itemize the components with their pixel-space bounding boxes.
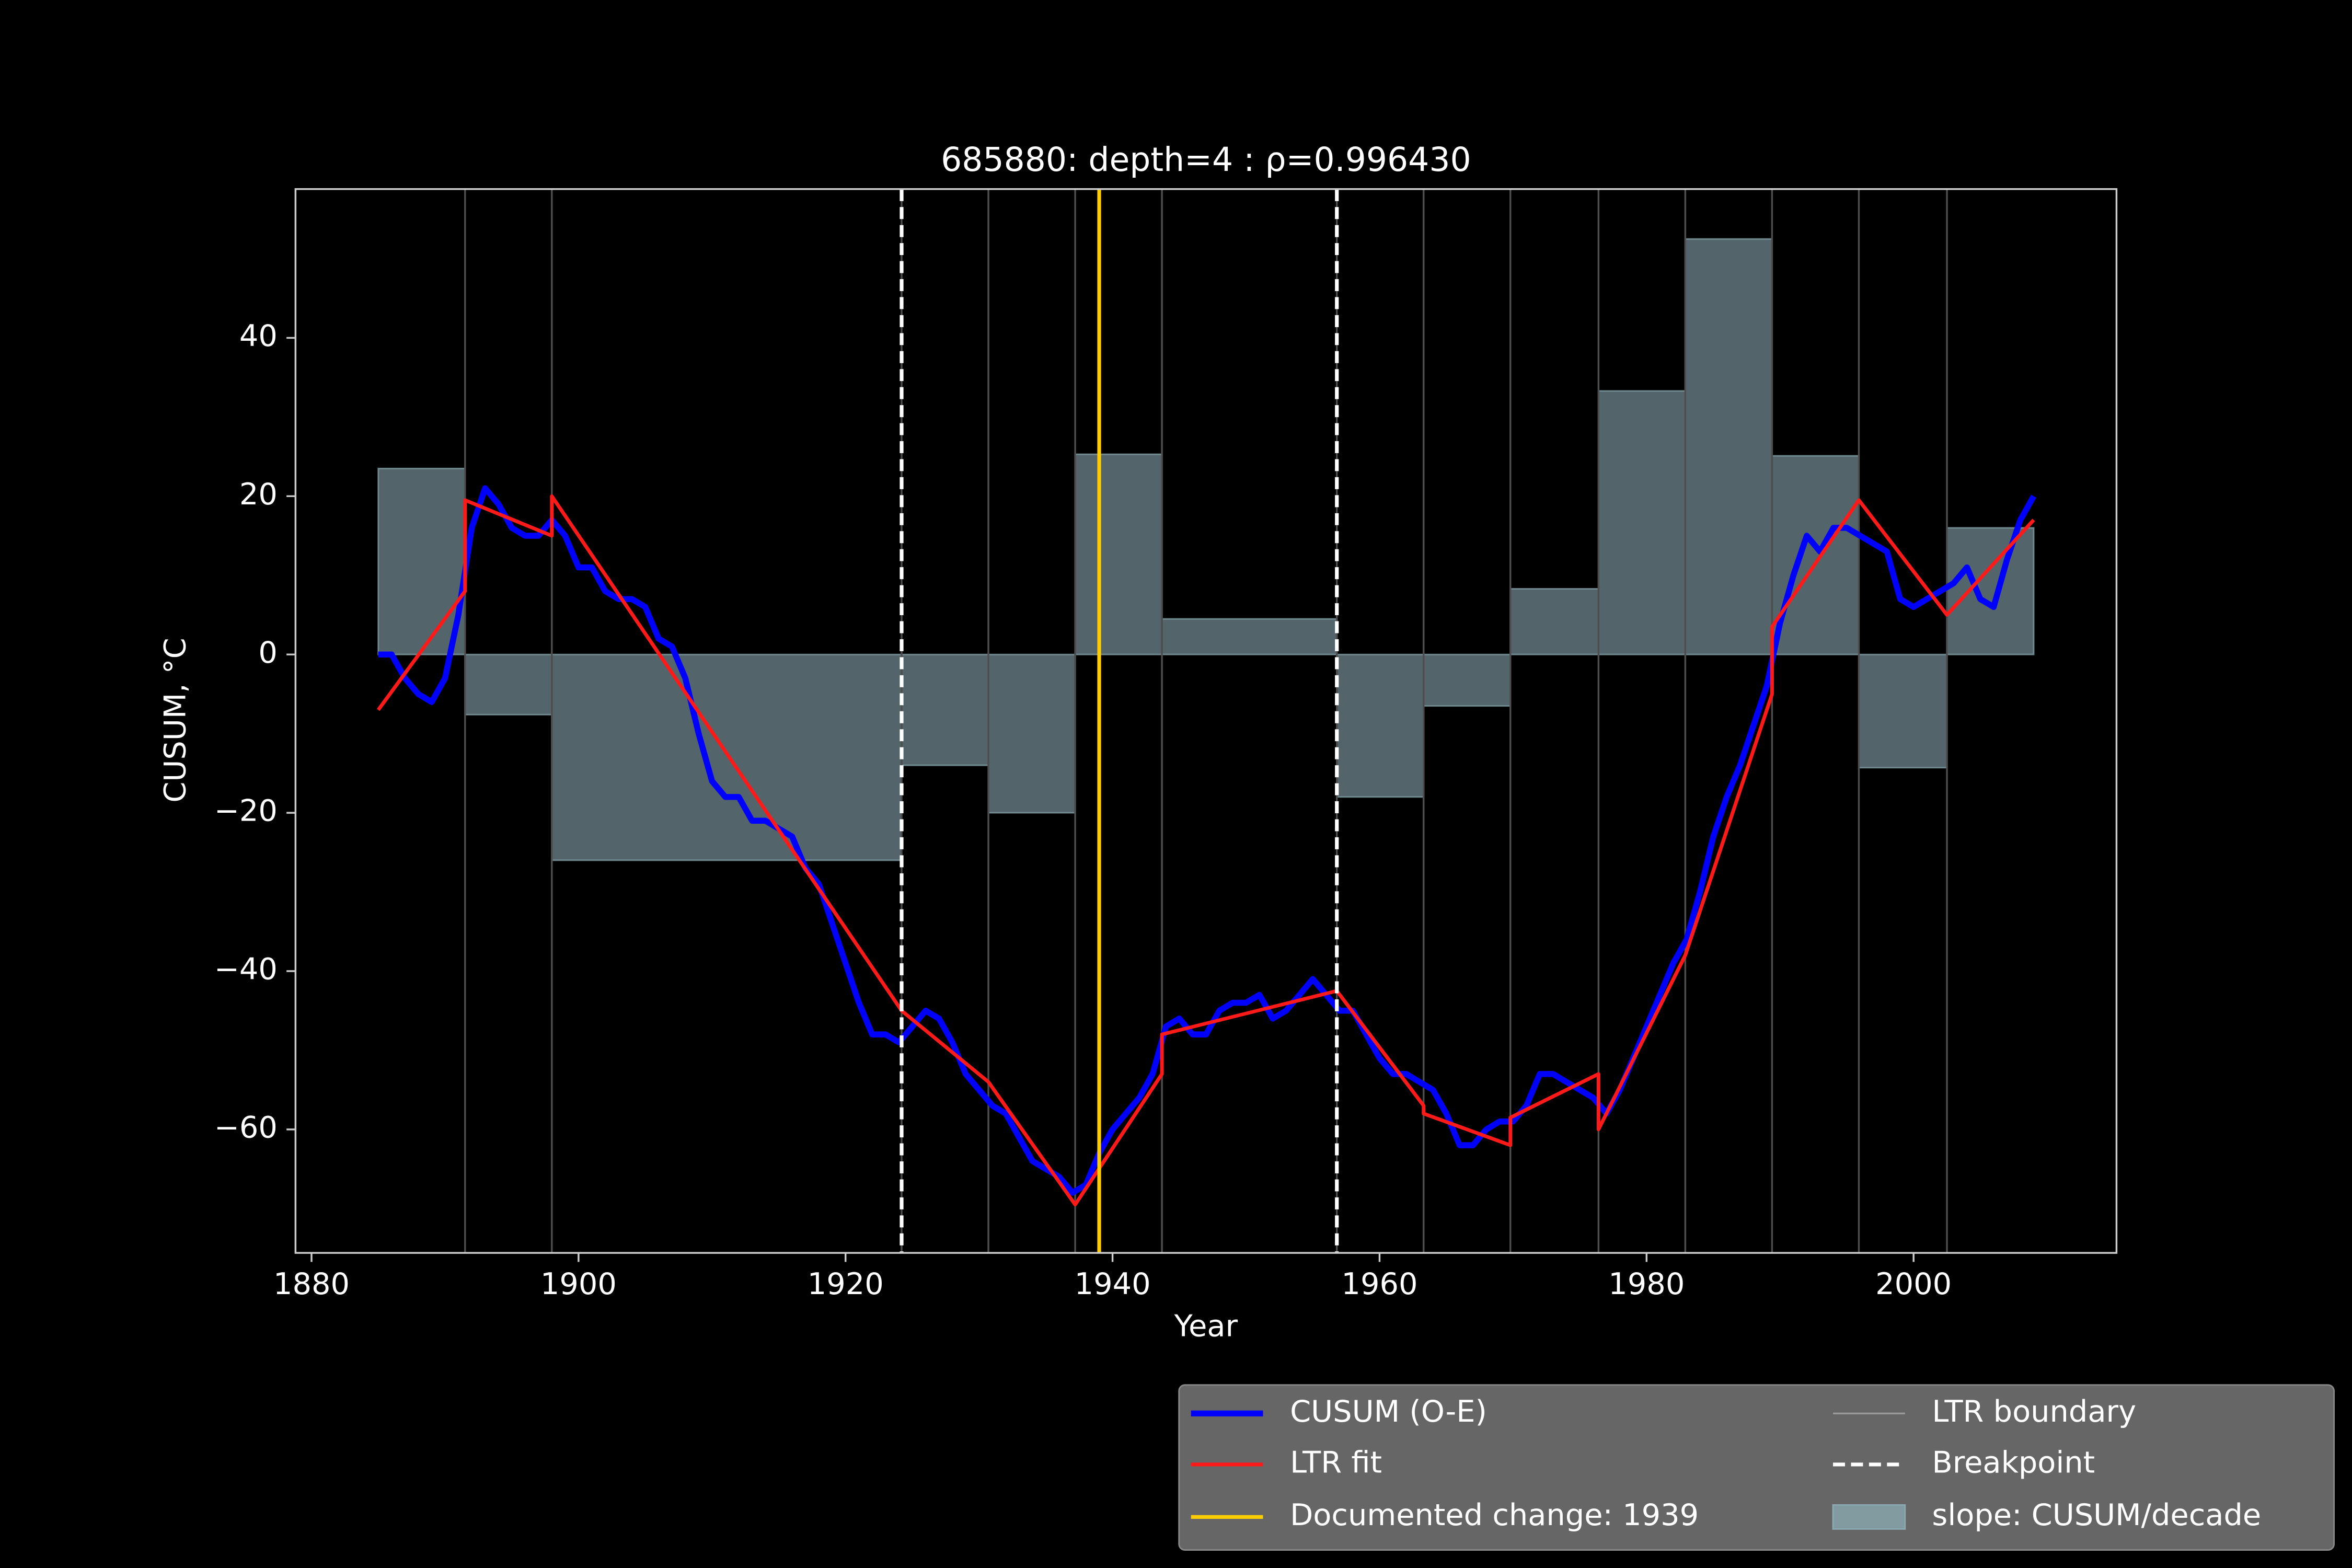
legend-label: Documented change: 1939 xyxy=(1290,1497,1699,1532)
slope-bar xyxy=(1946,527,2035,655)
legend-label: slope: CUSUM/decade xyxy=(1932,1497,2261,1532)
legend-label: LTR fit xyxy=(1290,1445,1382,1480)
legend-box xyxy=(1178,1384,2335,1551)
y-tick-label: 40 xyxy=(239,318,278,353)
y-tick-label: −60 xyxy=(214,1110,278,1145)
x-tick-label: 1940 xyxy=(1075,1266,1151,1301)
slope-bar xyxy=(987,653,1076,814)
slope-bar xyxy=(1074,453,1163,655)
slope-bar xyxy=(1597,390,1686,655)
slope-bar xyxy=(1336,653,1425,798)
x-axis-label: Year xyxy=(1174,1308,1238,1343)
y-axis-label: CUSUM, °C xyxy=(157,638,192,802)
slope-bar xyxy=(551,653,903,861)
y-tick-label: 20 xyxy=(239,477,278,512)
y-tick-label: −20 xyxy=(214,793,278,828)
x-tick-label: 1980 xyxy=(1608,1266,1685,1301)
plot-frame xyxy=(294,188,2118,1254)
slope-bar xyxy=(377,467,466,655)
cusum-line xyxy=(378,485,2037,1196)
slope-bar xyxy=(1684,238,1773,655)
slope-bar xyxy=(1161,618,1338,655)
chart-title: 685880: depth=4 : ρ=0.996430 xyxy=(941,140,1471,179)
legend-label: Breakpoint xyxy=(1932,1445,2095,1480)
ltr-fit-line xyxy=(376,494,2035,1207)
legend-label: CUSUM (O-E) xyxy=(1290,1394,1487,1429)
slope-bar xyxy=(1423,653,1512,707)
slope-bar xyxy=(1771,455,1860,655)
x-tick-label: 1920 xyxy=(808,1266,884,1301)
slope-bar xyxy=(464,653,553,716)
x-tick-label: 1880 xyxy=(273,1266,350,1301)
legend-swatch xyxy=(1832,1504,1906,1530)
y-tick-label: −40 xyxy=(214,952,278,987)
x-tick-label: 1900 xyxy=(540,1266,617,1301)
slope-bar xyxy=(1509,588,1599,655)
x-tick-label: 1960 xyxy=(1341,1266,1417,1301)
legend-label: LTR boundary xyxy=(1932,1394,2136,1429)
slope-bar xyxy=(1858,653,1948,769)
slope-bar xyxy=(901,653,989,766)
y-tick-label: 0 xyxy=(258,635,278,670)
x-tick-label: 2000 xyxy=(1875,1266,1952,1301)
